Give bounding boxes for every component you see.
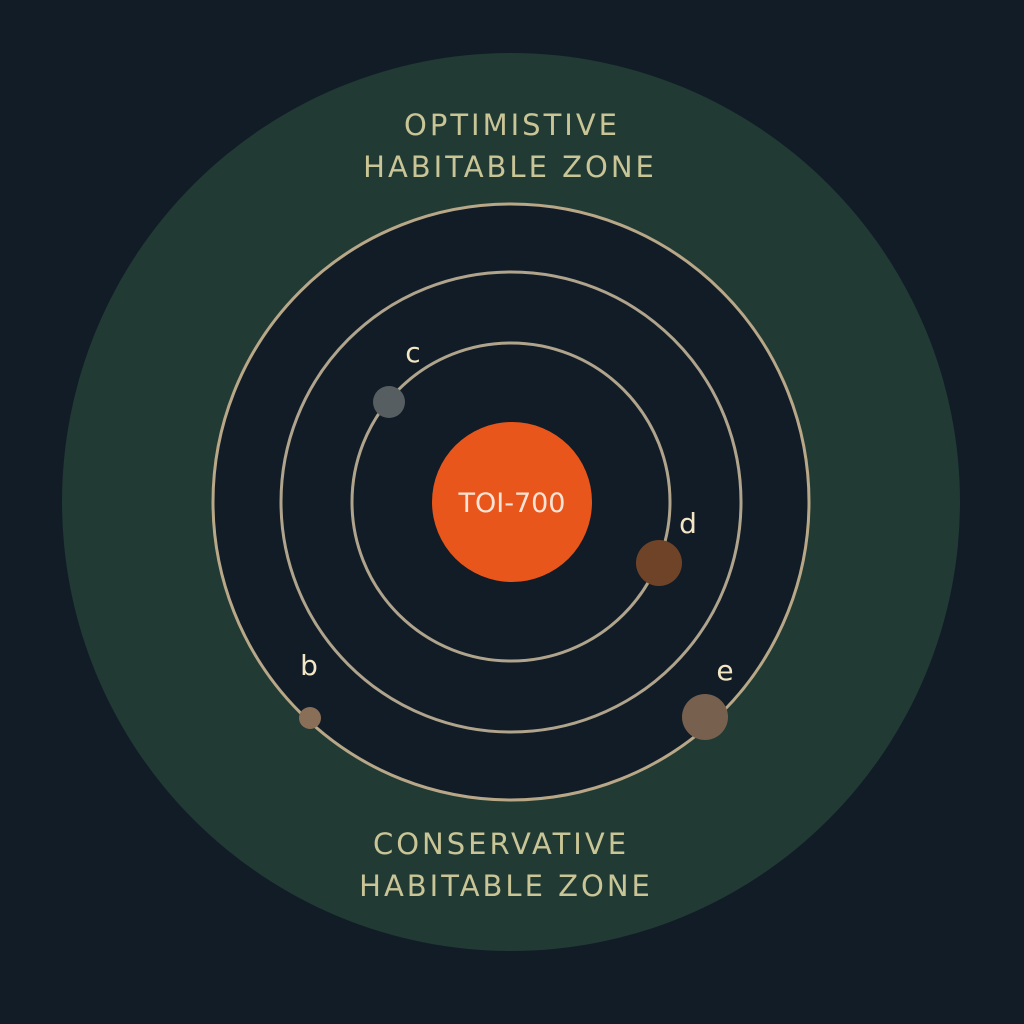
orbit-outer: [211, 202, 811, 802]
orbit-middle: [279, 270, 743, 734]
planet-e: [682, 694, 728, 740]
optimistic-zone-label-line2: HABITABLE ZONE: [363, 150, 657, 184]
conservative-zone-label-line2: HABITABLE ZONE: [359, 869, 653, 903]
star-label: TOI-700: [458, 488, 566, 519]
planet-b: [299, 707, 321, 729]
conservative-zone-label-line1: CONSERVATIVE: [373, 827, 629, 861]
star: [432, 422, 592, 582]
planet-b-label: b: [300, 649, 318, 682]
orbit-inner: [350, 341, 672, 663]
planet-d: [636, 540, 682, 586]
planet-d-label: d: [679, 507, 697, 540]
optimistic-zone-label-line1: OPTIMISTIVE: [404, 108, 620, 142]
planet-e-label: e: [716, 654, 733, 687]
planet-c-label: c: [405, 336, 420, 369]
planet-c: [373, 386, 405, 418]
